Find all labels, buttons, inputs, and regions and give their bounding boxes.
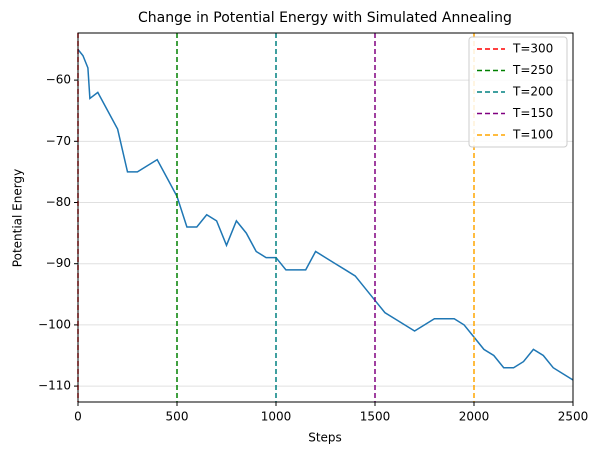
- y-tick-label: −110: [38, 379, 71, 393]
- line: [77, 49, 574, 381]
- legend-box: [468, 36, 568, 148]
- y-tick-label: −60: [46, 73, 71, 87]
- y-tick-label: −90: [46, 256, 71, 270]
- legend-label: T=250: [512, 63, 553, 77]
- x-tick-label: 1000: [261, 410, 292, 424]
- x-tick-label: 500: [166, 410, 189, 424]
- y-tick-label: −70: [46, 134, 71, 148]
- y-tick-label: −80: [46, 195, 71, 209]
- chart-title: Change in Potential Energy with Simulate…: [138, 10, 512, 26]
- plot-frame: [77, 32, 574, 403]
- x-tick-label: 2500: [558, 410, 589, 424]
- x-tick-label: 0: [74, 410, 82, 424]
- legend-label: T=200: [512, 85, 553, 99]
- x-axis-label: Steps: [308, 431, 342, 445]
- y-tick-label: −100: [38, 317, 71, 331]
- legend-label: T=300: [512, 42, 553, 56]
- legend-label: T=150: [512, 106, 553, 120]
- legend-label: T=100: [512, 128, 553, 142]
- x-tick-label: 1500: [360, 410, 391, 424]
- y-axis-label: Potential Energy: [11, 169, 25, 267]
- x-tick-label: 2000: [459, 410, 490, 424]
